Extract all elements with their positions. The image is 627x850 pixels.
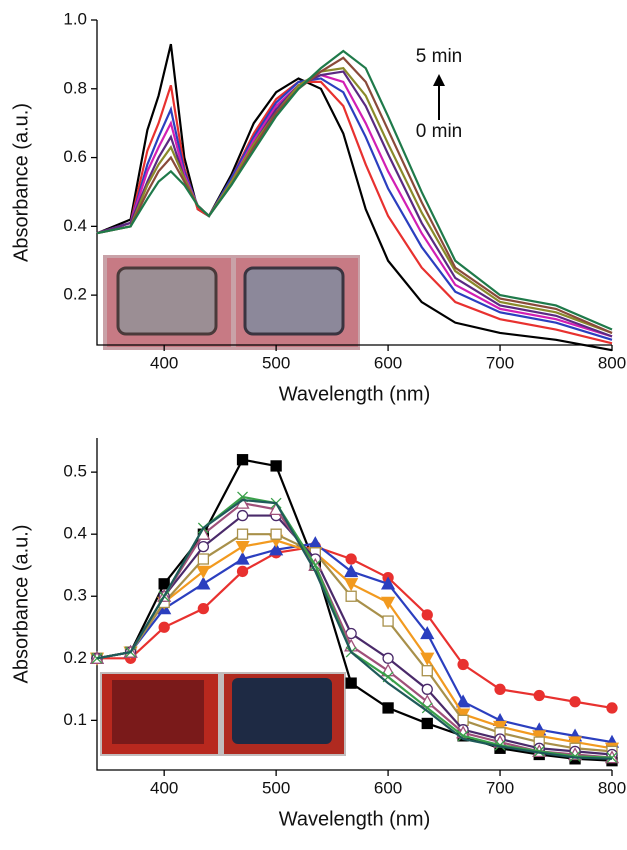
marker: [421, 609, 433, 621]
marker: [606, 752, 618, 764]
marker: [421, 702, 433, 714]
marker: [236, 509, 249, 522]
y-tick-label: 1.0: [63, 9, 87, 28]
marker: [309, 559, 321, 571]
x-tick-label: 800: [598, 778, 626, 797]
marker: [532, 730, 547, 744]
marker: [197, 553, 210, 565]
marker: [457, 714, 469, 727]
y-tick-label: 0.2: [63, 285, 87, 304]
marker: [382, 702, 394, 714]
x-tick-label: 700: [486, 778, 514, 797]
marker: [344, 564, 359, 578]
marker: [492, 720, 508, 734]
marker: [420, 652, 435, 666]
marker: [380, 596, 396, 610]
line: [96, 43, 613, 352]
mesh: [116, 266, 218, 336]
marker: [345, 553, 357, 565]
marker: [420, 626, 435, 640]
marker: [421, 717, 433, 730]
marker: [196, 576, 211, 590]
x-tick-label: 500: [262, 353, 290, 372]
marker: [533, 745, 545, 757]
marker: [270, 460, 282, 472]
y-axis-label: Absorbance (a.u.): [10, 525, 32, 684]
marker: [197, 603, 210, 615]
annotation: 0 min: [416, 121, 462, 142]
marker: [345, 590, 357, 602]
x-tick-label: 600: [374, 353, 402, 372]
marker: [344, 578, 359, 592]
marker: [158, 621, 170, 633]
marker: [494, 683, 506, 695]
marker: [345, 677, 357, 689]
line: [96, 80, 613, 345]
marker: [235, 551, 250, 565]
marker: [236, 454, 249, 466]
axes: [96, 438, 612, 771]
marker: [421, 665, 433, 677]
annotation: 5 min: [416, 46, 462, 67]
line: [96, 49, 613, 331]
marker: [456, 694, 471, 708]
mesh: [243, 266, 345, 336]
line: [96, 56, 613, 334]
y-tick-label: 0.6: [63, 147, 87, 166]
marker: [569, 696, 581, 708]
arrow-head: [433, 74, 445, 86]
y-tick-label: 0.4: [63, 524, 87, 543]
mesh: [232, 678, 332, 744]
marker: [235, 540, 250, 554]
marker: [236, 565, 249, 578]
y-tick-label: 0.4: [63, 216, 87, 235]
y-tick-label: 0.5: [63, 462, 87, 481]
marker: [457, 658, 469, 671]
marker: [196, 565, 211, 579]
marker: [382, 652, 394, 664]
x-tick-label: 400: [150, 778, 178, 797]
y-axis-label: Absorbance (a.u.): [10, 103, 32, 262]
marker: [494, 739, 506, 751]
mesh: [112, 680, 204, 744]
marker: [236, 528, 249, 540]
marker: [606, 702, 618, 714]
line: [96, 70, 613, 338]
axes: [96, 20, 612, 346]
marker: [269, 542, 284, 556]
y-tick-label: 0.1: [63, 710, 87, 729]
x-axis-label: Wavelength (nm): [279, 808, 431, 830]
x-tick-label: 500: [262, 778, 290, 797]
inset-top: [103, 255, 360, 350]
inset-bottom: [100, 672, 346, 756]
line: [96, 77, 613, 341]
y-tick-label: 0.3: [63, 586, 87, 605]
y-tick-label: 0.2: [63, 648, 87, 667]
marker: [382, 615, 394, 627]
marker: [533, 689, 545, 702]
marker: [567, 736, 583, 750]
marker: [158, 578, 170, 590]
y-tick-label: 0.8: [63, 78, 87, 97]
line: [96, 73, 613, 338]
x-axis-label: Wavelength (nm): [279, 383, 431, 405]
x-tick-label: 800: [598, 353, 626, 372]
marker: [421, 683, 433, 695]
x-tick-label: 700: [486, 353, 514, 372]
marker: [270, 528, 282, 540]
x-tick-label: 400: [150, 353, 178, 372]
x-tick-label: 600: [374, 778, 402, 797]
marker: [197, 540, 210, 553]
marker: [569, 750, 581, 762]
marker: [380, 576, 396, 590]
line: [96, 498, 613, 760]
